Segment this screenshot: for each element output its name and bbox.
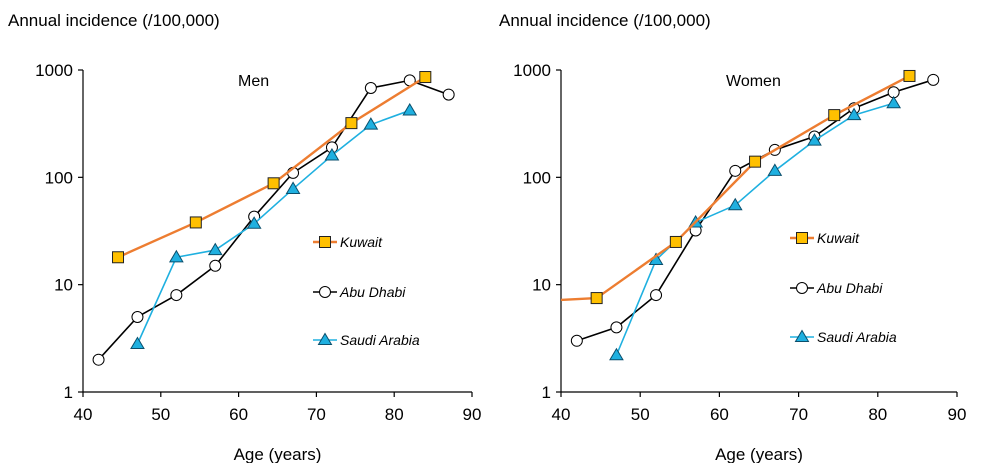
legend-label: Abu Dhabi xyxy=(339,284,406,300)
x-tick-label: 50 xyxy=(631,405,650,424)
data-point xyxy=(170,289,183,302)
legend-marker xyxy=(796,232,808,244)
legend-marker xyxy=(319,286,331,298)
series-line xyxy=(576,79,934,342)
series-line xyxy=(97,79,449,361)
data-point xyxy=(807,133,822,146)
data-point xyxy=(749,155,762,168)
series-kuwait xyxy=(112,71,432,264)
x-tick-label: 60 xyxy=(710,405,729,424)
panel-label: Men xyxy=(238,73,269,90)
data-point xyxy=(903,69,916,82)
x-tick-label: 50 xyxy=(151,405,170,424)
data-point xyxy=(669,235,682,248)
y-tick-label: 1000 xyxy=(513,61,551,80)
data-point xyxy=(727,197,743,211)
series-abu-dhabi xyxy=(92,74,455,366)
x-tick-label: 90 xyxy=(948,405,967,424)
data-point xyxy=(209,259,222,272)
x-tick-label: 70 xyxy=(789,405,808,424)
data-point xyxy=(246,216,262,229)
y-tick-label: 1000 xyxy=(35,61,73,80)
data-point xyxy=(402,102,418,116)
data-point xyxy=(207,242,223,256)
series-kuwait xyxy=(560,69,916,305)
data-point xyxy=(363,117,379,130)
data-point xyxy=(609,347,624,361)
legend-label: Saudi Arabia xyxy=(817,329,897,345)
data-point xyxy=(419,71,432,84)
data-point xyxy=(828,109,841,122)
y-tick-label: 1 xyxy=(542,383,551,402)
legend: Kuwait Abu Dhabi Saudi Arabia xyxy=(313,234,420,348)
x-tick-label: 60 xyxy=(229,405,248,424)
chart-panel-2: 40 50 60 70 80 90 1 10 100 1000 Annual incidence (… xyxy=(499,11,966,463)
y-tick-label: 10 xyxy=(532,276,551,295)
y-tick-label: 100 xyxy=(523,168,551,187)
data-point xyxy=(364,81,377,94)
data-point xyxy=(442,88,455,101)
y-tick-label: 100 xyxy=(45,168,73,187)
data-point xyxy=(131,310,144,323)
series-line xyxy=(117,76,426,259)
legend-marker xyxy=(319,236,331,248)
legend-marker xyxy=(796,282,808,294)
data-point xyxy=(112,251,125,264)
x-axis-title: Age (years) xyxy=(715,445,803,463)
series-abu-dhabi xyxy=(570,73,940,347)
data-point xyxy=(650,289,663,302)
data-point xyxy=(886,95,902,109)
y-axis-title: Annual incidence (/100,000) xyxy=(8,11,220,30)
legend-label: Abu Dhabi xyxy=(816,280,883,296)
data-point xyxy=(189,216,202,229)
data-point xyxy=(610,321,623,334)
data-point xyxy=(168,249,184,263)
x-tick-label: 40 xyxy=(552,405,571,424)
x-tick-label: 90 xyxy=(463,405,482,424)
x-tick-label: 80 xyxy=(868,405,887,424)
data-point xyxy=(927,73,940,86)
series-saudi-arabia xyxy=(609,95,902,361)
data-point xyxy=(324,147,340,161)
x-tick-label: 40 xyxy=(74,405,93,424)
legend-label: Saudi Arabia xyxy=(340,332,420,348)
data-point xyxy=(285,181,301,194)
legend: Kuwait Abu Dhabi Saudi Arabia xyxy=(790,230,897,345)
data-point xyxy=(267,177,280,190)
legend-label: Kuwait xyxy=(817,230,860,246)
data-point xyxy=(846,107,862,121)
legend-marker xyxy=(317,332,333,346)
x-tick-label: 80 xyxy=(385,405,404,424)
series-line xyxy=(136,109,411,345)
y-axis-title: Annual incidence (/100,000) xyxy=(499,11,711,30)
data-point xyxy=(345,117,358,130)
chart-panel-1: 40 50 60 70 80 90 1 10 100 1000 Annual incidence (… xyxy=(8,11,481,463)
series-saudi-arabia xyxy=(130,102,418,350)
data-point xyxy=(130,336,145,350)
data-point xyxy=(92,353,105,366)
data-point xyxy=(570,334,583,347)
x-axis-title: Age (years) xyxy=(234,445,322,463)
data-point xyxy=(590,292,603,305)
x-tick-label: 70 xyxy=(307,405,326,424)
data-point xyxy=(729,164,742,177)
legend-marker xyxy=(794,329,810,343)
y-tick-label: 1 xyxy=(64,383,73,402)
y-tick-label: 10 xyxy=(54,276,73,295)
data-point xyxy=(767,163,783,176)
panel-label: Women xyxy=(726,73,781,90)
legend-label: Kuwait xyxy=(340,234,383,250)
